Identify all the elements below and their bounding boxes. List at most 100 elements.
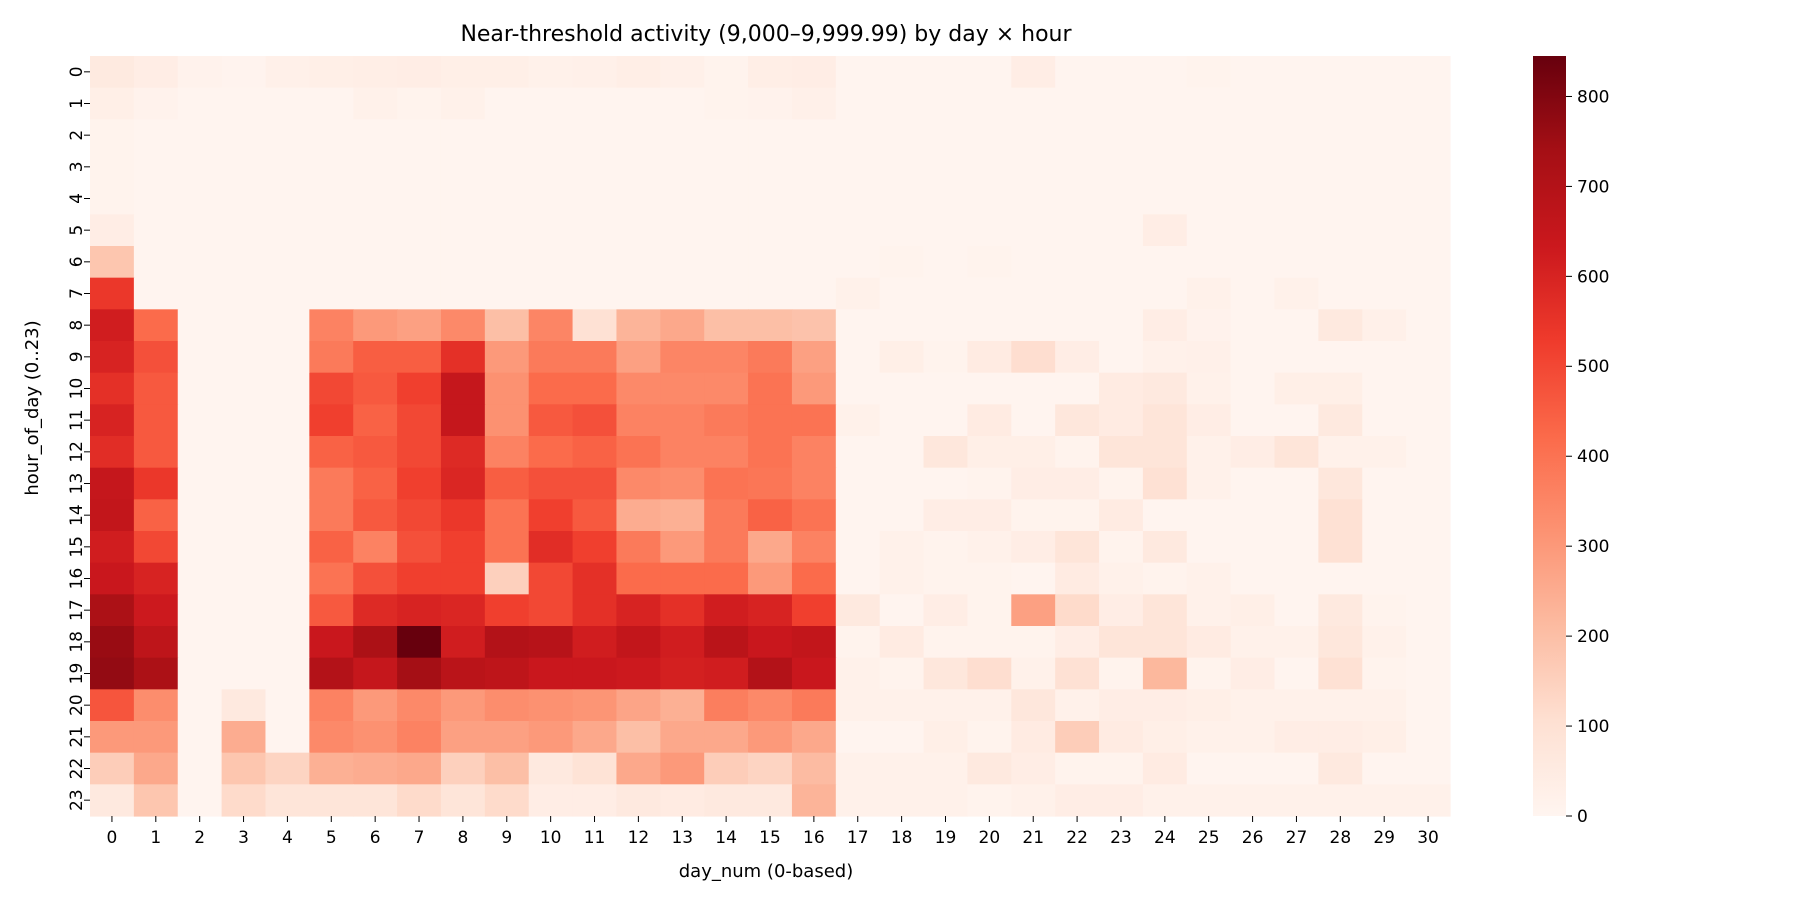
heatmap-cell [616,119,661,152]
heatmap-cell [791,499,837,532]
heatmap-cell [484,784,530,817]
heatmap-cell [704,246,749,279]
heatmap-cell [397,404,442,437]
heatmap-cell [967,151,1012,184]
heatmap-cell [967,467,1012,500]
heatmap-cell [660,689,705,722]
heatmap-cell [177,784,223,817]
heatmap-cell [484,594,530,627]
heatmap-cell [309,182,354,215]
heatmap-cell [177,404,223,437]
heatmap-cell [265,404,310,437]
heatmap-cell [309,752,354,785]
heatmap-cell [879,594,925,627]
heatmap-cell [1230,309,1276,342]
heatmap-cell [748,499,793,532]
heatmap-cell [90,404,135,437]
heatmap-cell [923,246,969,279]
y-tick-label: 13 [67,473,87,495]
heatmap-cell [265,626,310,659]
x-tick-label: 1 [150,828,161,848]
heatmap-cell [1406,182,1451,215]
heatmap-cell [90,151,135,184]
heatmap-cell [484,246,530,279]
heatmap-cell [1011,182,1056,215]
heatmap-cell [1186,499,1232,532]
heatmap-cell [484,87,530,120]
heatmap-cell [1011,467,1056,500]
x-tick-label: 20 [979,828,1001,848]
heatmap-cell [1362,467,1407,500]
y-tick-label: 10 [67,378,87,400]
x-tick-label: 18 [891,828,913,848]
heatmap-cell [221,372,267,405]
heatmap-cell [660,752,705,785]
heatmap-cell [177,87,223,120]
heatmap-cell [1011,246,1056,279]
heatmap-cell [397,372,442,405]
heatmap-cell [616,277,661,310]
heatmap-cell [1230,499,1276,532]
heatmap-cell [528,752,574,785]
heatmap-cell [748,151,793,184]
heatmap-cell [1099,309,1144,342]
heatmap-cell [616,372,661,405]
heatmap-cell [1099,182,1144,215]
heatmap-cell [1274,594,1319,627]
heatmap-cell [660,151,705,184]
heatmap-cell [221,119,267,152]
heatmap-cell [572,721,618,754]
heatmap-cell [1362,626,1407,659]
heatmap-cell [1230,562,1276,595]
heatmap-cell [90,119,135,152]
heatmap-cell [1362,562,1407,595]
heatmap-cell [1230,372,1276,405]
heatmap-cell [1186,119,1232,152]
heatmap-cell [791,721,837,754]
heatmap-cell [572,404,618,437]
heatmap-cell [704,594,749,627]
heatmap-cell [835,626,881,659]
heatmap-cell [133,372,179,405]
heatmap-cell [1362,277,1407,310]
heatmap-cell [1186,182,1232,215]
heatmap-cell [572,119,618,152]
heatmap-cell [879,531,925,564]
heatmap-cell [90,594,135,627]
heatmap-cell [572,467,618,500]
heatmap-cell [923,87,969,120]
heatmap-cell [353,277,398,310]
heatmap-cell [221,467,267,500]
heatmap-cell [1318,467,1363,500]
heatmap-cell [660,277,705,310]
heatmap-cell [572,277,618,310]
heatmap-cell [660,214,705,247]
heatmap-cell [397,246,442,279]
heatmap-cell [221,309,267,342]
heatmap-cell [440,784,486,817]
y-tick-label: 5 [67,225,87,236]
heatmap-cell [1318,277,1363,310]
heatmap-cell [1230,594,1276,627]
heatmap-cell [660,372,705,405]
heatmap-cell [1142,182,1188,215]
heatmap-cell [1099,721,1144,754]
heatmap-cell [133,721,179,754]
heatmap-cell [1274,56,1319,89]
heatmap-cell [616,87,661,120]
heatmap-cell [528,87,574,120]
heatmap-cell [353,531,398,564]
heatmap-cell [397,562,442,595]
x-tick-label: 29 [1373,828,1395,848]
heatmap-cell [265,341,310,374]
heatmap-cell [1406,87,1451,120]
heatmap-cell [660,626,705,659]
heatmap-cell [1362,404,1407,437]
heatmap-cell [440,214,486,247]
heatmap-cell [133,151,179,184]
heatmap-cell [1318,657,1363,690]
heatmap-cell [572,784,618,817]
heatmap-cell [835,467,881,500]
heatmap-cell [1362,309,1407,342]
heatmap-cell [1142,119,1188,152]
